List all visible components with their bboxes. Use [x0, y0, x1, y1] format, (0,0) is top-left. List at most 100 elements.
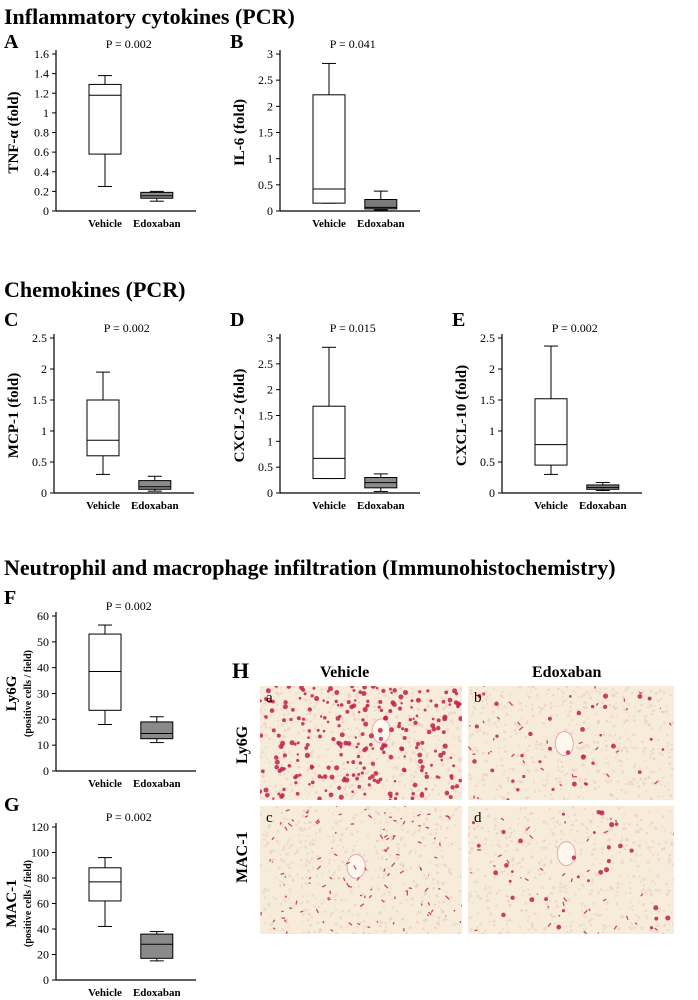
p-value-label: P = 0.002 [106, 37, 152, 51]
tile-label-a: a [266, 690, 273, 706]
p-value-label: P = 0.002 [106, 810, 152, 824]
y-tick-label: 0.6 [34, 145, 49, 159]
box-iqr [88, 83, 122, 155]
box-plot-svg: B 0 0.5 1 1.5 2 2.5 3 IL-6 (fold) P = 0.041 Vehicl… [230, 31, 420, 230]
category-label: Edoxaban [357, 218, 405, 230]
row-header-mac1: MAC-1 [234, 831, 251, 883]
box-edoxaban [364, 190, 398, 211]
category-label: Edoxaban [131, 500, 179, 512]
panel-letter: G [4, 794, 20, 816]
y-axis-label: CXCL-10 (fold) [454, 365, 470, 466]
y-tick-label: 40 [37, 661, 49, 675]
y-tick-label: 1 [267, 152, 273, 166]
box-iqr [88, 867, 122, 902]
y-tick-label: 0 [267, 486, 273, 500]
micrograph-tile-d: d [468, 806, 674, 934]
box-vehicle [88, 75, 122, 187]
section-title-infiltration: Neutrophil and macrophage infiltration (… [4, 555, 616, 580]
y-axis-label: MAC-1 [4, 879, 20, 927]
y-tick-label: 100 [31, 846, 49, 860]
y-tick-label: 20 [37, 948, 49, 962]
y-tick-label: 0.5 [258, 460, 273, 474]
panel-c-chart: C 0 0.5 1 1.5 2 2.5 MCP-1 (fold) P = 0.002 Vehicl… [4, 309, 204, 512]
box-edoxaban [140, 190, 174, 202]
y-tick-label: 120 [31, 820, 49, 834]
category-label: Vehicle [86, 500, 120, 512]
box-iqr [138, 480, 172, 490]
y-tick-label: 0.5 [32, 455, 47, 469]
micrograph-tile-b: b [468, 686, 674, 800]
box-vehicle [88, 857, 122, 927]
box-plot-svg: F 0 10 20 30 40 50 60 Ly6G (positive cells / fiel… [4, 587, 196, 790]
micrograph-tile-c: c [260, 806, 462, 934]
panel-g-chart: G 0 20 40 60 80 100 120 MAC-1 (positive cells / f… [4, 794, 204, 1000]
category-label: Edoxaban [579, 500, 627, 512]
y-tick-label: 0 [43, 973, 49, 987]
box-plot-svg: G 0 20 40 60 80 100 120 MAC-1 (positive cells / f… [4, 794, 196, 999]
y-axis-label: MCP-1 (fold) [6, 373, 22, 458]
y-tick-label: 2.5 [258, 357, 273, 371]
box-iqr [88, 633, 122, 711]
y-tick-label: 0 [489, 486, 495, 500]
section-title-cytokines: Inflammatory cytokines (PCR) [4, 4, 295, 29]
box-plot-svg: A 0 0.2 0.4 0.6 0.8 1 1.2 1.4 1.6 TNF-α (fold) P = … [4, 31, 196, 230]
category-label: Edoxaban [133, 987, 181, 999]
panel-letter: E [452, 309, 465, 331]
column-header-vehicle: Vehicle [320, 664, 370, 681]
y-tick-label: 50 [37, 635, 49, 649]
micrograph-texture [260, 686, 462, 800]
y-tick-label: 1 [41, 424, 47, 438]
category-label: Edoxaban [133, 218, 181, 230]
y-tick-label: 1.4 [34, 67, 49, 81]
category-label: Vehicle [312, 218, 346, 230]
y-axis-sublabel: (positive cells / field) [23, 650, 34, 737]
panel-letter: B [230, 31, 243, 53]
box-vehicle [88, 624, 122, 725]
box-iqr [364, 198, 398, 210]
micrograph-texture [468, 686, 674, 800]
column-header-edoxaban: Edoxaban [532, 664, 602, 681]
y-tick-label: 1 [489, 424, 495, 438]
box-iqr [312, 405, 346, 480]
category-label: Edoxaban [357, 500, 405, 512]
panel-letter: D [230, 309, 244, 331]
box-plot-svg: C 0 0.5 1 1.5 2 2.5 MCP-1 (fold) P = 0.002 Vehicl… [4, 309, 194, 512]
micrograph-tile-a: a [260, 686, 462, 800]
y-axis-label: Ly6G [4, 675, 20, 711]
y-tick-label: 10 [37, 738, 49, 752]
y-tick-label: 60 [37, 609, 49, 623]
y-tick-label: 2.5 [480, 331, 495, 345]
y-tick-label: 2 [489, 362, 495, 376]
y-tick-label: 0.5 [480, 455, 495, 469]
category-label: Vehicle [88, 987, 122, 999]
y-tick-label: 1.5 [480, 393, 495, 407]
section-title-chemokines: Chemokines (PCR) [4, 277, 186, 302]
y-tick-label: 1.5 [258, 126, 273, 140]
y-tick-label: 80 [37, 871, 49, 885]
panel-letter: F [4, 587, 16, 609]
box-vehicle [534, 345, 568, 475]
box-iqr [140, 721, 174, 740]
y-tick-label: 0.2 [34, 184, 49, 198]
tile-label-b: b [474, 690, 482, 706]
y-tick-label: 1.6 [34, 47, 49, 61]
tile-label-c: c [266, 810, 273, 826]
y-tick-label: 0 [41, 486, 47, 500]
y-tick-label: 2.5 [258, 73, 273, 87]
y-tick-label: 3 [267, 331, 273, 345]
p-value-label: P = 0.002 [552, 321, 598, 335]
row-header-ly6g: Ly6G [234, 725, 251, 764]
box-iqr [312, 94, 346, 204]
box-edoxaban [140, 931, 174, 962]
box-edoxaban [140, 716, 174, 744]
y-tick-label: 1 [43, 106, 49, 120]
category-label: Vehicle [534, 500, 568, 512]
y-tick-label: 60 [37, 897, 49, 911]
y-tick-label: 0.4 [34, 165, 49, 179]
y-tick-label: 0 [43, 204, 49, 218]
panel-a-chart: A 0 0.2 0.4 0.6 0.8 1 1.2 1.4 1.6 TNF-α (fold) P = … [4, 31, 204, 232]
box-vehicle [86, 371, 120, 475]
y-tick-label: 0 [43, 764, 49, 778]
micrograph-texture [260, 806, 462, 934]
box-edoxaban [586, 481, 620, 492]
